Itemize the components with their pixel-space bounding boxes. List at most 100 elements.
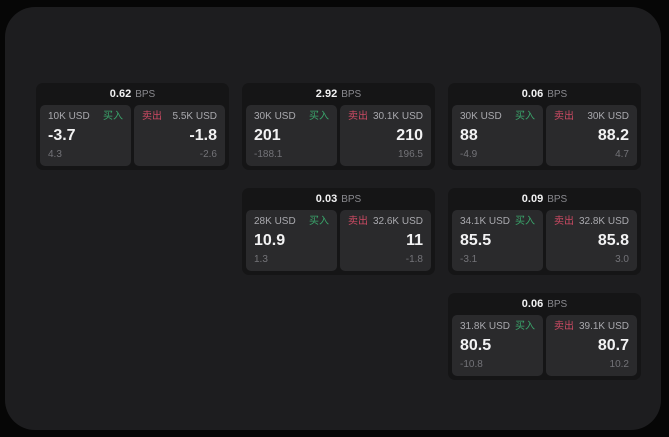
sell-panel-header: 卖出 39.1K USD xyxy=(554,322,629,332)
card-header: 0.09 BPS xyxy=(452,188,637,210)
sell-panel-header: 卖出 30.1K USD xyxy=(348,112,423,122)
quote-panels: 34.1K USD 买入 85.5 -3.1 卖出 32.8K USD 85.8… xyxy=(452,210,637,271)
sell-sub-value: 3.0 xyxy=(615,254,629,265)
sell-panel-header: 卖出 5.5K USD xyxy=(142,112,217,122)
sell-amount: 39.1K USD xyxy=(578,321,629,332)
sell-quote-panel[interactable]: 卖出 32.6K USD 11 -1.8 xyxy=(340,210,431,271)
buy-price: 85.5 xyxy=(460,232,492,249)
sell-price: 11 xyxy=(406,232,423,249)
buy-side-label: 买入 xyxy=(103,111,123,122)
buy-quote-panel[interactable]: 34.1K USD 买入 85.5 -3.1 xyxy=(452,210,543,271)
sell-side-label: 卖出 xyxy=(554,216,574,227)
spread-card: 0.09 BPS 34.1K USD 买入 85.5 -3.1 卖出 32.8K… xyxy=(448,188,641,275)
buy-amount: 30K USD xyxy=(254,111,296,122)
buy-quote-panel[interactable]: 31.8K USD 买入 80.5 -10.8 xyxy=(452,315,543,376)
buy-amount: 34.1K USD xyxy=(460,216,511,227)
buy-price: 10.9 xyxy=(254,232,286,249)
sell-amount: 30.1K USD xyxy=(372,111,423,122)
buy-price: 88 xyxy=(460,127,478,144)
buy-sub-value: -10.8 xyxy=(460,359,483,370)
quote-panels: 10K USD 买入 -3.7 4.3 卖出 5.5K USD -1.8 -2.… xyxy=(40,105,225,166)
sell-panel-header: 卖出 32.8K USD xyxy=(554,217,629,227)
buy-sub-value: -188.1 xyxy=(254,149,283,160)
buy-panel-header: 30K USD 买入 xyxy=(460,112,535,122)
buy-amount: 30K USD xyxy=(460,111,502,122)
bps-value: 0.06 xyxy=(521,298,544,310)
card-header: 0.62 BPS xyxy=(40,83,225,105)
sell-side-label: 卖出 xyxy=(554,321,574,332)
sell-panel-header: 卖出 30K USD xyxy=(554,112,629,122)
sell-panel-header: 卖出 32.6K USD xyxy=(348,217,423,227)
sell-quote-panel[interactable]: 卖出 30.1K USD 210 196.5 xyxy=(340,105,431,166)
buy-sub-value: -4.9 xyxy=(460,149,478,160)
buy-side-label: 买入 xyxy=(309,111,329,122)
buy-quote-panel[interactable]: 30K USD 买入 201 -188.1 xyxy=(246,105,337,166)
spread-card: 0.06 BPS 31.8K USD 买入 80.5 -10.8 卖出 39.1… xyxy=(448,293,641,380)
bps-unit-label: BPS xyxy=(547,88,568,100)
quote-panels: 30K USD 买入 88 -4.9 卖出 30K USD 88.2 4.7 xyxy=(452,105,637,166)
bps-unit-label: BPS xyxy=(135,88,156,100)
buy-side-label: 买入 xyxy=(515,321,535,332)
sell-side-label: 卖出 xyxy=(554,111,574,122)
sell-amount: 5.5K USD xyxy=(172,111,217,122)
sell-sub-value: 10.2 xyxy=(609,359,629,370)
quote-panels: 31.8K USD 买入 80.5 -10.8 卖出 39.1K USD 80.… xyxy=(452,315,637,376)
spread-card: 0.06 BPS 30K USD 买入 88 -4.9 卖出 30K USD 8… xyxy=(448,83,641,170)
buy-panel-header: 30K USD 买入 xyxy=(254,112,329,122)
sell-amount: 32.6K USD xyxy=(372,216,423,227)
spread-card: 0.03 BPS 28K USD 买入 10.9 1.3 卖出 32.6K US… xyxy=(242,188,435,275)
quote-panels: 30K USD 买入 201 -188.1 卖出 30.1K USD 210 1… xyxy=(246,105,431,166)
bps-value: 0.09 xyxy=(521,193,544,205)
buy-price: 201 xyxy=(254,127,281,144)
spread-card: 2.92 BPS 30K USD 买入 201 -188.1 卖出 30.1K … xyxy=(242,83,435,170)
card-header: 0.03 BPS xyxy=(246,188,431,210)
sell-price: 80.7 xyxy=(597,337,629,354)
sell-quote-panel[interactable]: 卖出 39.1K USD 80.7 10.2 xyxy=(546,315,637,376)
buy-panel-header: 10K USD 买入 xyxy=(48,112,123,122)
quote-cards-grid: 0.62 BPS 10K USD 买入 -3.7 4.3 卖出 5.5K USD… xyxy=(36,83,641,380)
bps-value: 0.03 xyxy=(315,193,338,205)
sell-amount: 32.8K USD xyxy=(578,216,629,227)
buy-side-label: 买入 xyxy=(309,216,329,227)
bps-unit-label: BPS xyxy=(547,298,568,310)
bps-value: 0.62 xyxy=(109,88,132,100)
buy-price: -3.7 xyxy=(48,127,76,144)
sell-sub-value: -2.6 xyxy=(199,149,217,160)
sell-price: 88.2 xyxy=(597,127,629,144)
buy-quote-panel[interactable]: 30K USD 买入 88 -4.9 xyxy=(452,105,543,166)
buy-panel-header: 28K USD 买入 xyxy=(254,217,329,227)
sell-quote-panel[interactable]: 卖出 5.5K USD -1.8 -2.6 xyxy=(134,105,225,166)
buy-sub-value: -3.1 xyxy=(460,254,478,265)
bps-value: 2.92 xyxy=(315,88,338,100)
sell-quote-panel[interactable]: 卖出 32.8K USD 85.8 3.0 xyxy=(546,210,637,271)
buy-price: 80.5 xyxy=(460,337,492,354)
buy-quote-panel[interactable]: 28K USD 买入 10.9 1.3 xyxy=(246,210,337,271)
sell-side-label: 卖出 xyxy=(348,216,368,227)
sell-sub-value: 4.7 xyxy=(615,149,629,160)
buy-amount: 10K USD xyxy=(48,111,90,122)
card-header: 2.92 BPS xyxy=(246,83,431,105)
sell-price: 85.8 xyxy=(597,232,629,249)
buy-sub-value: 1.3 xyxy=(254,254,268,265)
sell-side-label: 卖出 xyxy=(142,111,162,122)
sell-price: 210 xyxy=(396,127,423,144)
buy-sub-value: 4.3 xyxy=(48,149,62,160)
sell-quote-panel[interactable]: 卖出 30K USD 88.2 4.7 xyxy=(546,105,637,166)
app-window: 0.62 BPS 10K USD 买入 -3.7 4.3 卖出 5.5K USD… xyxy=(5,7,661,430)
sell-price: -1.8 xyxy=(189,127,217,144)
buy-amount: 28K USD xyxy=(254,216,296,227)
sell-sub-value: 196.5 xyxy=(397,149,423,160)
bps-unit-label: BPS xyxy=(341,88,362,100)
bps-unit-label: BPS xyxy=(341,193,362,205)
buy-quote-panel[interactable]: 10K USD 买入 -3.7 4.3 xyxy=(40,105,131,166)
buy-panel-header: 31.8K USD 买入 xyxy=(460,322,535,332)
sell-sub-value: -1.8 xyxy=(405,254,423,265)
bps-unit-label: BPS xyxy=(547,193,568,205)
buy-amount: 31.8K USD xyxy=(460,321,511,332)
buy-panel-header: 34.1K USD 买入 xyxy=(460,217,535,227)
buy-side-label: 买入 xyxy=(515,111,535,122)
buy-side-label: 买入 xyxy=(515,216,535,227)
sell-amount: 30K USD xyxy=(587,111,629,122)
card-header: 0.06 BPS xyxy=(452,83,637,105)
bps-value: 0.06 xyxy=(521,88,544,100)
